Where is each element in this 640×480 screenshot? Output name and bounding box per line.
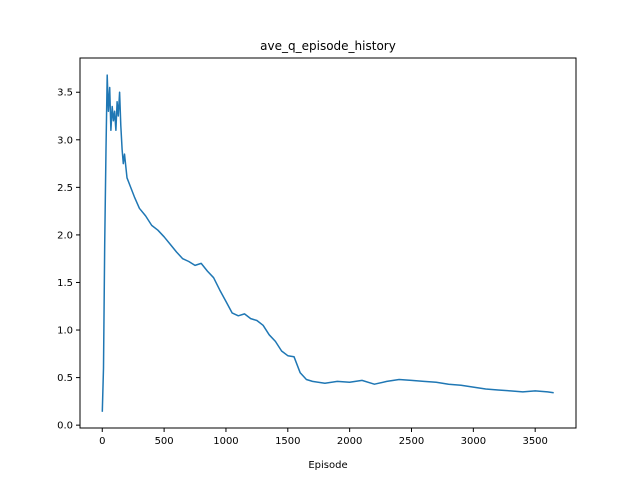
x-tick-label: 2500	[399, 436, 424, 447]
series-line	[101, 74, 554, 412]
plot-area-frame	[79, 57, 577, 429]
y-tick-label: 0.5	[57, 373, 73, 384]
chart-title: ave_q_episode_history	[260, 39, 396, 53]
y-tick-label: 3.5	[57, 88, 73, 99]
x-axis-ticks: 0 500 1000 1500 2000 2500 3000 3500	[99, 428, 548, 447]
y-tick-label: 0.0	[57, 421, 73, 432]
y-tick-label: 1.0	[57, 326, 73, 337]
x-tick-label: 0	[99, 436, 105, 447]
y-axis-ticks: 0.0 0.5 1.0 1.5 2.0 2.5 3.0 3.5	[57, 88, 80, 432]
x-axis-label: Episode	[308, 460, 347, 471]
series-layer	[101, 74, 554, 412]
x-tick-label: 3500	[522, 436, 547, 447]
y-tick-label: 3.0	[57, 135, 73, 146]
x-tick-label: 500	[155, 436, 174, 447]
y-tick-label: 1.5	[57, 278, 73, 289]
x-tick-label: 3000	[461, 436, 486, 447]
x-tick-label: 1500	[275, 436, 300, 447]
y-tick-label: 2.5	[57, 183, 73, 194]
x-tick-label: 1000	[213, 436, 238, 447]
y-tick-label: 2.0	[57, 230, 73, 241]
x-tick-label: 2000	[337, 436, 362, 447]
